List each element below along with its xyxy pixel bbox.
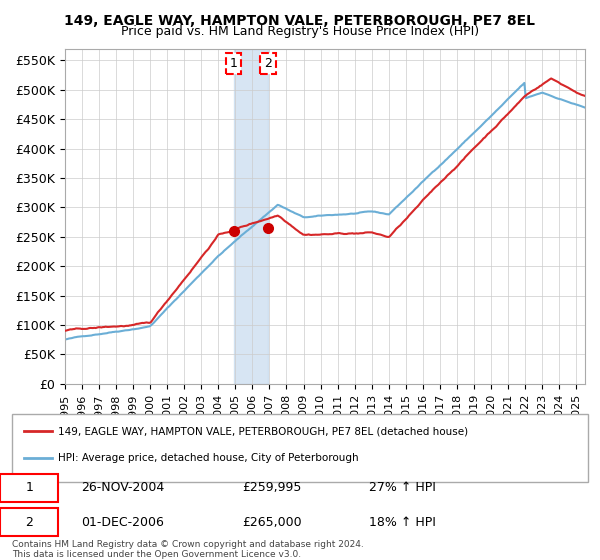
Text: 149, EAGLE WAY, HAMPTON VALE, PETERBOROUGH, PE7 8EL: 149, EAGLE WAY, HAMPTON VALE, PETERBOROU… (65, 14, 536, 28)
Text: HPI: Average price, detached house, City of Peterborough: HPI: Average price, detached house, City… (58, 453, 359, 463)
Text: £265,000: £265,000 (242, 516, 302, 529)
Text: 27% ↑ HPI: 27% ↑ HPI (369, 481, 436, 494)
FancyBboxPatch shape (1, 508, 58, 536)
Text: 149, EAGLE WAY, HAMPTON VALE, PETERBOROUGH, PE7 8EL (detached house): 149, EAGLE WAY, HAMPTON VALE, PETERBOROU… (58, 426, 468, 436)
Text: 1: 1 (25, 481, 33, 494)
Bar (233, 49, 268, 384)
Text: 26-NOV-2004: 26-NOV-2004 (81, 481, 164, 494)
Text: Price paid vs. HM Land Registry's House Price Index (HPI): Price paid vs. HM Land Registry's House … (121, 25, 479, 38)
Text: 1: 1 (230, 57, 238, 70)
Text: 2: 2 (264, 57, 272, 70)
Text: Contains HM Land Registry data © Crown copyright and database right 2024.
This d: Contains HM Land Registry data © Crown c… (12, 540, 364, 559)
Text: 18% ↑ HPI: 18% ↑ HPI (369, 516, 436, 529)
Text: 01-DEC-2006: 01-DEC-2006 (81, 516, 164, 529)
FancyBboxPatch shape (12, 414, 588, 482)
Text: £259,995: £259,995 (242, 481, 302, 494)
FancyBboxPatch shape (1, 474, 58, 502)
Text: 2: 2 (25, 516, 33, 529)
